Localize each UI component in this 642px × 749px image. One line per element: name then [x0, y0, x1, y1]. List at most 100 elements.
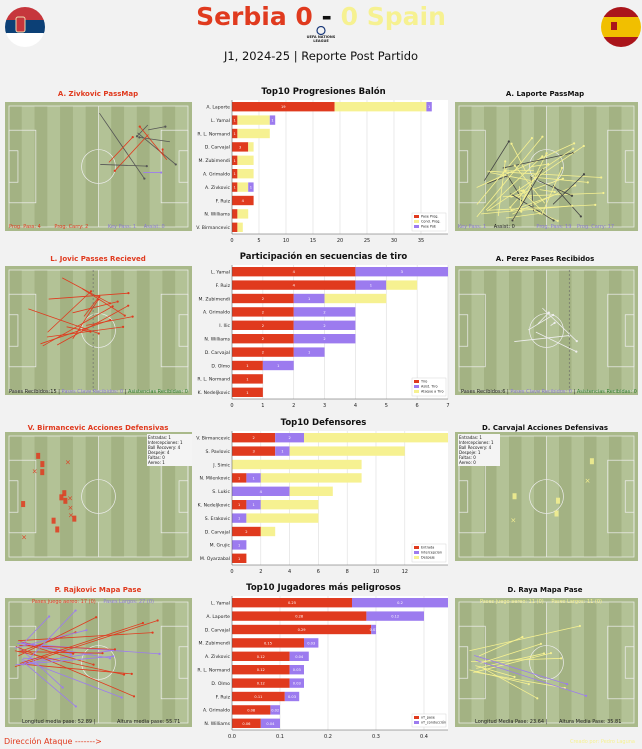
zivkovic-stats: Prog. Pass: 4 Prog. Carry: 2 Key Pass: 1…	[9, 224, 189, 230]
legend-box	[411, 377, 447, 397]
data-label: 1	[428, 105, 430, 109]
data-label: 2	[245, 530, 247, 534]
pass-line	[24, 663, 132, 675]
bar-segment	[232, 691, 285, 702]
bar-segment	[237, 222, 243, 232]
away-score: 0	[340, 2, 359, 31]
pass-line	[476, 137, 533, 205]
bar-segment	[232, 360, 263, 371]
passmap-zivkovic	[5, 102, 192, 231]
defensive-action	[589, 458, 594, 465]
raya-stats: Longitud Media Pase: 23.64 | Altura Medi…	[475, 719, 622, 725]
pitch-stripe	[534, 602, 547, 723]
bar-segment	[232, 142, 249, 152]
data-label: 1	[234, 159, 236, 163]
pass-line	[148, 126, 166, 131]
pitch-stripe	[559, 436, 572, 557]
y-tick-label: F. Ruiz	[216, 283, 231, 289]
pitch-stripe	[621, 602, 634, 723]
y-tick-label: M. Oyarzabal	[200, 556, 230, 562]
y-tick-label: F. Ruiz	[216, 198, 231, 204]
y-tick-label: R. L. Normand	[197, 668, 230, 674]
passmap-rajkovic-svg	[8, 601, 189, 724]
y-tick-label: M. Zubimendi	[198, 641, 230, 647]
received-jovic	[5, 266, 192, 395]
pass-line	[485, 156, 543, 211]
data-label: 1	[238, 543, 240, 547]
x-tick-label: 15	[310, 238, 316, 244]
bar-segment	[237, 155, 254, 165]
pass-end	[174, 163, 177, 166]
bar-segment	[260, 526, 276, 537]
pitch-stripe	[149, 270, 163, 391]
pitch-stripe	[21, 106, 35, 227]
x-tick-label: 7	[446, 403, 449, 409]
pitch-stripe	[124, 106, 137, 227]
pitch-stripe	[9, 436, 22, 557]
pitch-stripe	[596, 106, 609, 227]
legend-box	[411, 713, 447, 728]
pitch-title-raya: D. Raya Mapa Pase	[507, 586, 583, 594]
pass-line	[19, 655, 114, 666]
pass-end	[48, 615, 51, 618]
home-score: 0	[295, 2, 313, 31]
y-tick-label: K. Nedeljkovic	[198, 503, 231, 509]
pass-line	[497, 161, 506, 217]
pitch-stripe	[571, 106, 584, 227]
center-circle	[529, 313, 564, 348]
center-circle	[529, 149, 564, 184]
bar-segment	[293, 347, 325, 357]
pass-end	[108, 657, 112, 660]
data-label: 2	[262, 337, 264, 341]
defensive-action	[36, 452, 41, 459]
passmap-laporte-svg	[458, 105, 635, 228]
bar-segment	[232, 638, 304, 648]
pitch-stripe	[162, 436, 176, 557]
pitch-stripe	[484, 436, 497, 557]
pitch-stripe	[47, 436, 61, 557]
defensive-action	[512, 493, 517, 500]
bar-segment	[232, 209, 238, 219]
received-perez-svg	[458, 269, 635, 392]
left-six-yard-box	[458, 480, 469, 513]
legend-swatch	[414, 385, 419, 388]
pass-end	[92, 663, 95, 666]
x-tick-label: 2	[259, 569, 262, 575]
x-tick-label: 3	[323, 403, 326, 409]
bar-segment	[232, 624, 372, 635]
pitch-stripe	[162, 602, 176, 723]
pass-line	[136, 124, 149, 137]
pitch-stripe	[596, 602, 609, 723]
data-label: 0.01	[370, 628, 378, 632]
chart-title-peligrosos: Top10 Jugadores más peligrosos	[246, 583, 401, 593]
pass-end	[552, 313, 555, 317]
defensive-action	[63, 497, 68, 504]
bar-segment	[232, 651, 290, 661]
pass-end	[584, 694, 588, 697]
pitch-stripe	[571, 602, 584, 723]
pitch-stripe	[571, 436, 584, 557]
left-six-yard-box	[458, 150, 469, 183]
pass-end	[61, 686, 64, 689]
x-tick-label: 1	[261, 403, 264, 409]
home-team: Serbia	[196, 2, 287, 31]
defensive-action: ×	[585, 477, 591, 485]
right-six-yard-box	[178, 150, 189, 183]
legend-label: Asist. Tiro	[421, 385, 438, 389]
pass-end	[89, 290, 93, 293]
bar-segment	[304, 433, 448, 443]
y-tick-label: R. L. Normand	[197, 377, 230, 383]
data-label: 1	[250, 186, 252, 190]
pitch-stripe	[459, 436, 472, 557]
bar-segment	[232, 169, 238, 179]
bar-segment	[232, 128, 238, 139]
bar-segment	[371, 624, 376, 635]
pitch-stripe	[534, 436, 547, 557]
pitch-stripe	[459, 270, 472, 391]
pass-line	[474, 671, 565, 689]
pass-line	[100, 164, 147, 167]
defensive-action	[556, 497, 561, 504]
legend-label: Entrada	[421, 546, 434, 550]
pitch-stripe	[496, 270, 509, 391]
bar-segment	[246, 500, 261, 510]
